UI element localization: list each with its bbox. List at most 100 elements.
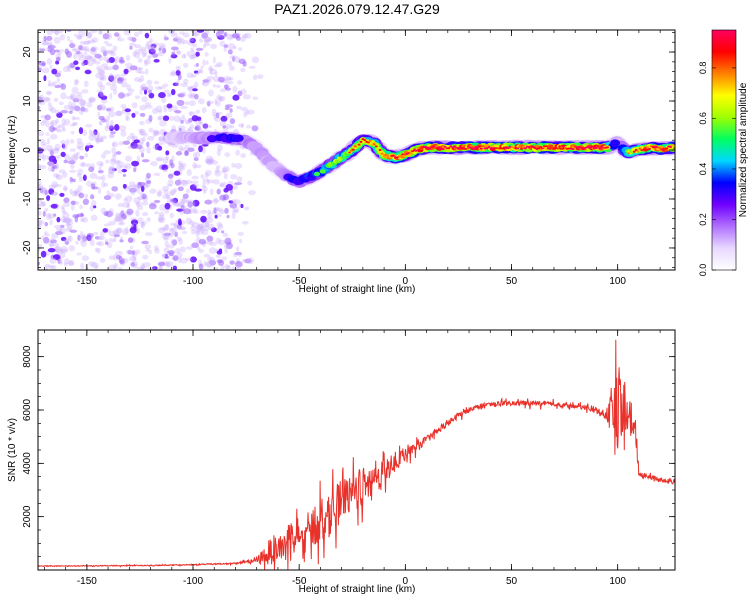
- noise-dot: [70, 94, 74, 101]
- noise-dot: [70, 200, 76, 205]
- noise-dot: [52, 165, 57, 169]
- noise-dot: [208, 158, 215, 162]
- noise-dot: [147, 89, 152, 94]
- noise-dot: [47, 44, 56, 49]
- ridge-blob: [550, 146, 554, 149]
- noise-dot: [157, 261, 166, 267]
- noise-dot: [142, 49, 148, 57]
- noise-dot: [202, 44, 206, 49]
- noise-dot: [157, 116, 162, 121]
- noise-dot: [141, 86, 149, 91]
- noise-dot: [163, 34, 168, 41]
- noise-dot: [103, 56, 109, 62]
- noise-dot: [205, 240, 214, 245]
- noise-dot: [221, 165, 230, 173]
- noise-dot: [156, 156, 164, 161]
- noise-dot: [225, 77, 232, 82]
- noise-dot: [135, 201, 139, 207]
- noise-dot: [71, 86, 79, 94]
- noise-dot: [176, 50, 182, 56]
- noise-dot: [106, 124, 114, 129]
- noise-dot: [242, 259, 249, 263]
- noise-dot: [45, 90, 53, 95]
- ridge-blob: [451, 146, 455, 149]
- noise-dot: [38, 94, 44, 101]
- noise-dot: [83, 46, 89, 52]
- noise-dot: [90, 214, 98, 221]
- ridge-blob: [319, 169, 326, 174]
- noise-dot: [207, 212, 213, 219]
- noise-dot: [163, 247, 170, 254]
- noise-dot: [240, 67, 246, 73]
- noise-dot: [195, 230, 200, 237]
- noise-dot: [50, 264, 57, 270]
- noise-dot: [136, 202, 142, 207]
- noise-dot: [237, 231, 245, 236]
- noise-dot: [149, 38, 153, 43]
- noise-dot: [193, 157, 199, 162]
- noise-dot: [75, 79, 79, 84]
- noise-dot: [114, 56, 121, 63]
- noise-dot: [203, 189, 207, 195]
- noise-dot: [185, 150, 189, 155]
- noise-dot: [86, 180, 93, 187]
- noise-dot: [67, 260, 75, 266]
- noise-dot: [39, 187, 44, 194]
- noise-dot: [54, 85, 61, 89]
- noise-dot: [141, 83, 147, 90]
- noise-dot: [62, 212, 70, 219]
- ridge-blob: [632, 150, 636, 153]
- noise-dot: [109, 212, 114, 217]
- noise-dot: [71, 47, 77, 52]
- noise-dot: [64, 240, 70, 245]
- ridge-blob: [481, 145, 485, 148]
- noise-dot: [39, 153, 45, 160]
- noise-dot: [229, 118, 236, 125]
- noise-dot: [73, 190, 78, 196]
- snr-x-label: Height of straight line (km): [299, 584, 416, 595]
- noise-dot: [48, 104, 54, 112]
- noise-dot: [240, 203, 244, 209]
- noise-dot: [53, 213, 57, 217]
- noise-dot: [49, 219, 53, 226]
- noise-dot: [147, 135, 155, 141]
- noise-dot: [60, 139, 66, 146]
- ridge-blob: [586, 145, 590, 148]
- noise-dot: [192, 201, 196, 207]
- noise-dot: [94, 264, 99, 270]
- noise-dot: [54, 245, 62, 253]
- noise-dot: [164, 240, 169, 248]
- noise-dot: [153, 199, 161, 204]
- noise-dot: [95, 137, 100, 144]
- noise-dot: [41, 235, 45, 241]
- colorbar-tick-label: 0.4: [698, 163, 708, 176]
- ridge-blob: [411, 150, 414, 153]
- noise-dot: [90, 183, 96, 190]
- noise-dot: [198, 119, 203, 124]
- noise-dot: [208, 124, 212, 129]
- noise-dot: [154, 130, 161, 135]
- ridge-blob: [521, 146, 525, 149]
- noise-dot: [68, 110, 73, 114]
- noise-dot: [65, 239, 69, 246]
- noise-dot: [239, 238, 243, 244]
- snr-y-label: SNR (10 * v/v): [7, 418, 18, 482]
- noise-dot: [163, 235, 169, 240]
- noise-dot: [71, 178, 76, 183]
- noise-dot: [202, 180, 207, 186]
- noise-dot: [133, 77, 141, 82]
- noise-dot: [97, 241, 104, 247]
- noise-dot: [88, 99, 93, 103]
- ridge-blob: [353, 145, 357, 148]
- noise-dot: [105, 43, 113, 47]
- noise-dot: [47, 80, 52, 87]
- noise-dot: [69, 40, 74, 45]
- noise-dot: [79, 162, 87, 167]
- ridge-blob: [672, 147, 675, 150]
- noise-dot: [206, 260, 214, 268]
- noise-dot: [107, 171, 114, 179]
- noise-dot: [182, 32, 190, 38]
- noise-dot: [126, 249, 130, 254]
- noise-dot: [171, 154, 175, 162]
- noise-dot: [121, 228, 129, 236]
